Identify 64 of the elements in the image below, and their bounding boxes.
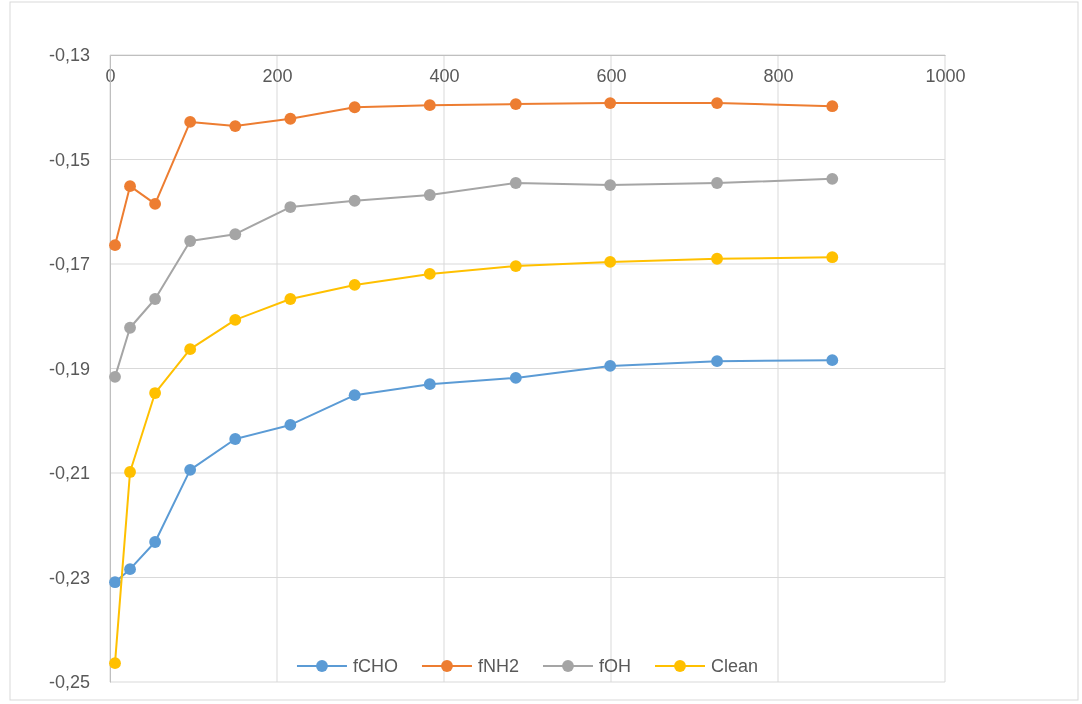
point: [229, 314, 242, 326]
point: [149, 536, 162, 548]
point: [109, 657, 121, 670]
point: [184, 463, 197, 476]
x-tick-label: 600: [596, 65, 627, 86]
point: [124, 466, 136, 478]
point: [229, 433, 242, 445]
legend-label: fOH: [598, 656, 631, 677]
y-tick-label: -0,19: [48, 358, 90, 379]
point: [348, 278, 361, 291]
point: [124, 321, 136, 334]
point: [109, 370, 121, 383]
point: [124, 563, 136, 576]
point: [284, 201, 297, 213]
point: [509, 177, 522, 189]
point: [826, 100, 839, 113]
point: [109, 239, 121, 252]
y-tick-label: -0,17: [48, 254, 90, 275]
legend-label: fCHO: [352, 656, 398, 677]
point: [826, 172, 839, 185]
point: [423, 268, 436, 280]
point: [711, 252, 723, 265]
x-tick-label: 800: [763, 65, 794, 86]
point: [604, 359, 617, 372]
x-tick-label: 1000: [925, 65, 966, 86]
point: [348, 101, 361, 114]
y-tick-label: -0,15: [48, 149, 90, 170]
point: [423, 99, 436, 112]
y-tick-label: -0,21: [48, 463, 90, 484]
point: [604, 179, 617, 192]
point: [284, 293, 297, 305]
point: [509, 372, 522, 384]
point: [509, 260, 522, 272]
legend-label: Clean: [711, 656, 759, 677]
y-tick-label: -0,23: [48, 567, 90, 588]
point: [109, 576, 121, 589]
point: [149, 293, 162, 305]
point: [604, 256, 617, 268]
point: [826, 251, 839, 264]
point: [184, 343, 197, 356]
point: [711, 97, 723, 109]
legend-label: fNH2: [477, 656, 519, 677]
point: [826, 354, 839, 367]
point: [423, 189, 436, 201]
point: [423, 378, 436, 391]
point: [711, 177, 723, 189]
point: [509, 98, 522, 111]
point: [229, 228, 242, 241]
point: [149, 198, 162, 210]
y-tick-label: -0,25: [48, 672, 90, 693]
x-tick-label: 200: [262, 65, 293, 86]
point: [184, 235, 197, 247]
y-tick-label: -0,13: [48, 45, 90, 66]
point: [184, 115, 197, 128]
point: [348, 389, 361, 402]
point: [124, 180, 136, 193]
point: [229, 120, 242, 132]
point: [604, 97, 617, 109]
point: [149, 387, 162, 399]
point: [284, 112, 297, 125]
point: [711, 355, 723, 368]
point: [284, 419, 297, 431]
x-tick-label: 400: [429, 65, 460, 86]
point: [348, 194, 361, 207]
